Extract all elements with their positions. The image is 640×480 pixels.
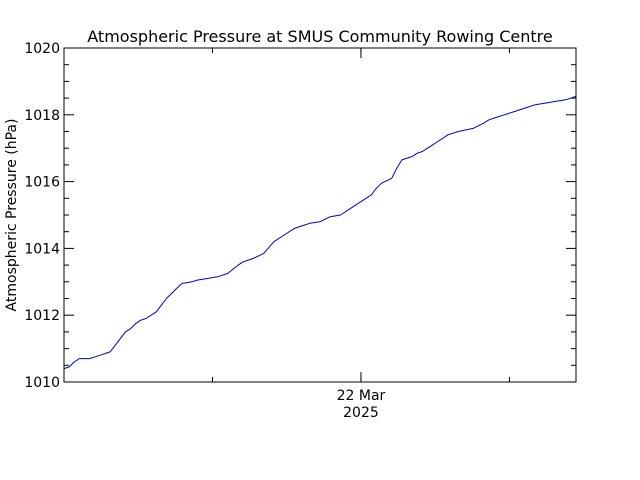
x-tick-label-year: 2025: [343, 405, 379, 421]
plot-frame: [63, 47, 577, 383]
y-tick-label: 1016: [24, 175, 60, 191]
y-tick-label: 1010: [24, 375, 60, 391]
y-tick-label: 1020: [24, 41, 60, 57]
chart-title: Atmospheric Pressure at SMUS Community R…: [87, 27, 552, 46]
x-tick-label-date: 22 Mar: [337, 388, 386, 404]
y-tick-label: 1018: [24, 108, 60, 124]
y-tick-label: 1012: [24, 308, 60, 324]
series-layer: [63, 95, 577, 370]
y-tick-label: 1014: [24, 241, 60, 257]
series-line-pressure: [63, 95, 577, 370]
y-axis-label: Atmospheric Pressure (hPa): [4, 119, 20, 312]
